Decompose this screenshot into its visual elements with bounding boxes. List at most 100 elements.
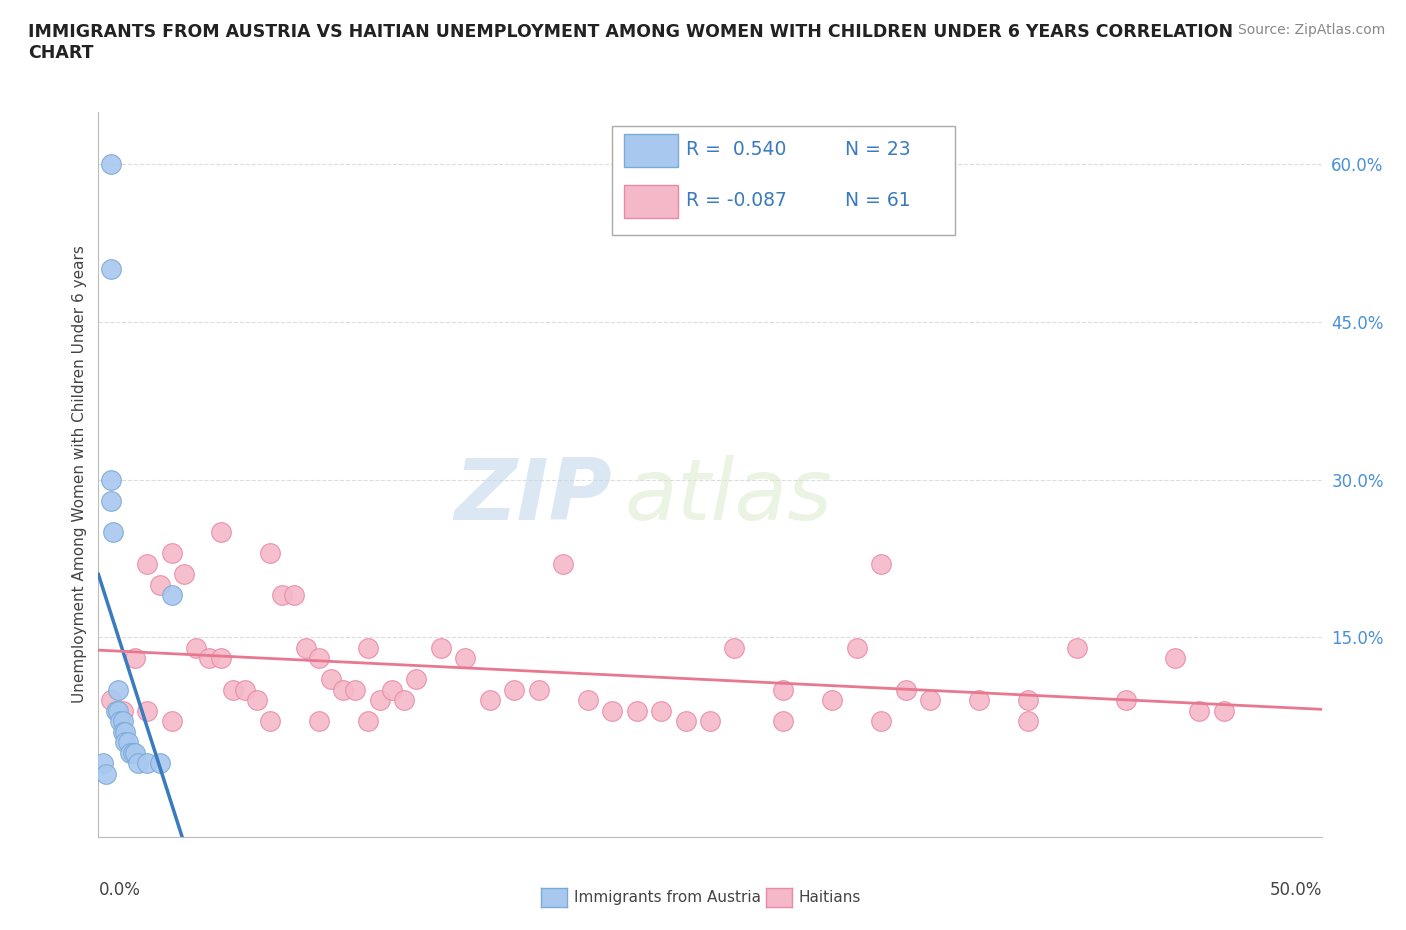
Text: R =  0.540: R = 0.540 bbox=[686, 140, 786, 159]
Point bbox=[332, 683, 354, 698]
Point bbox=[1066, 641, 1088, 656]
Point bbox=[91, 756, 114, 771]
Point bbox=[503, 683, 526, 698]
Point bbox=[186, 641, 208, 656]
Point bbox=[111, 724, 134, 739]
Point bbox=[104, 703, 127, 718]
Point bbox=[699, 714, 721, 729]
Point bbox=[117, 735, 139, 750]
Text: atlas: atlas bbox=[624, 455, 832, 538]
Point bbox=[920, 693, 942, 708]
Point bbox=[675, 714, 697, 729]
Point bbox=[100, 157, 122, 172]
Point bbox=[111, 703, 134, 718]
FancyBboxPatch shape bbox=[612, 126, 955, 235]
Point bbox=[650, 703, 672, 718]
Point bbox=[94, 766, 117, 781]
Point bbox=[626, 703, 648, 718]
Point bbox=[295, 641, 318, 656]
Point bbox=[136, 703, 159, 718]
Point bbox=[308, 651, 330, 666]
Text: IMMIGRANTS FROM AUSTRIA VS HAITIAN UNEMPLOYMENT AMONG WOMEN WITH CHILDREN UNDER : IMMIGRANTS FROM AUSTRIA VS HAITIAN UNEMP… bbox=[28, 23, 1233, 62]
Point bbox=[308, 714, 330, 729]
FancyBboxPatch shape bbox=[624, 134, 678, 167]
Point bbox=[100, 472, 122, 487]
Point bbox=[120, 746, 142, 761]
Text: 50.0%: 50.0% bbox=[1270, 881, 1322, 898]
Point bbox=[100, 493, 122, 508]
Point bbox=[222, 683, 245, 698]
Point bbox=[319, 671, 342, 686]
Point bbox=[1115, 693, 1137, 708]
Point bbox=[114, 735, 136, 750]
Text: Source: ZipAtlas.com: Source: ZipAtlas.com bbox=[1237, 23, 1385, 37]
Point bbox=[107, 703, 129, 718]
Point bbox=[344, 683, 367, 698]
Point bbox=[772, 714, 794, 729]
Point bbox=[136, 756, 159, 771]
Point bbox=[1017, 693, 1039, 708]
Point bbox=[101, 525, 124, 539]
Point bbox=[246, 693, 269, 708]
Point bbox=[209, 651, 232, 666]
Point bbox=[1017, 714, 1039, 729]
Point bbox=[1188, 703, 1211, 718]
Point bbox=[368, 693, 391, 708]
Point bbox=[356, 641, 378, 656]
Text: R = -0.087: R = -0.087 bbox=[686, 192, 786, 210]
Point bbox=[121, 746, 143, 761]
Point bbox=[127, 756, 149, 771]
Point bbox=[110, 714, 132, 729]
Point bbox=[821, 693, 844, 708]
Text: Immigrants from Austria: Immigrants from Austria bbox=[574, 890, 761, 905]
Point bbox=[160, 546, 183, 561]
Point bbox=[149, 578, 172, 592]
Text: 0.0%: 0.0% bbox=[98, 881, 141, 898]
Point bbox=[430, 641, 453, 656]
Point bbox=[356, 714, 378, 729]
Point bbox=[149, 756, 172, 771]
Point bbox=[454, 651, 477, 666]
Point bbox=[100, 693, 122, 708]
Point bbox=[723, 641, 745, 656]
Point bbox=[259, 546, 281, 561]
Point bbox=[160, 588, 183, 603]
Point bbox=[392, 693, 416, 708]
Point bbox=[270, 588, 294, 603]
Point bbox=[527, 683, 550, 698]
Point bbox=[845, 641, 868, 656]
Text: N = 61: N = 61 bbox=[845, 192, 910, 210]
Point bbox=[124, 651, 146, 666]
Point bbox=[1164, 651, 1187, 666]
Point bbox=[1212, 703, 1234, 718]
Point bbox=[233, 683, 256, 698]
Point bbox=[209, 525, 232, 539]
FancyBboxPatch shape bbox=[624, 185, 678, 219]
Point bbox=[283, 588, 305, 603]
Point bbox=[381, 683, 404, 698]
Point bbox=[478, 693, 501, 708]
Point bbox=[870, 714, 893, 729]
Point bbox=[197, 651, 219, 666]
Point bbox=[160, 714, 183, 729]
Text: N = 23: N = 23 bbox=[845, 140, 910, 159]
Point bbox=[553, 556, 575, 571]
Point bbox=[173, 566, 195, 581]
Point bbox=[870, 556, 893, 571]
Point bbox=[772, 683, 794, 698]
Y-axis label: Unemployment Among Women with Children Under 6 years: Unemployment Among Women with Children U… bbox=[72, 246, 87, 703]
Point bbox=[405, 671, 427, 686]
Point bbox=[100, 262, 122, 277]
Point bbox=[114, 724, 136, 739]
Text: ZIP: ZIP bbox=[454, 455, 612, 538]
Point bbox=[967, 693, 990, 708]
Point bbox=[136, 556, 159, 571]
Point bbox=[600, 703, 623, 718]
Point bbox=[111, 714, 134, 729]
Text: Haitians: Haitians bbox=[799, 890, 860, 905]
Point bbox=[576, 693, 599, 708]
Point bbox=[107, 683, 129, 698]
Point bbox=[894, 683, 917, 698]
Point bbox=[259, 714, 281, 729]
Point bbox=[124, 746, 146, 761]
